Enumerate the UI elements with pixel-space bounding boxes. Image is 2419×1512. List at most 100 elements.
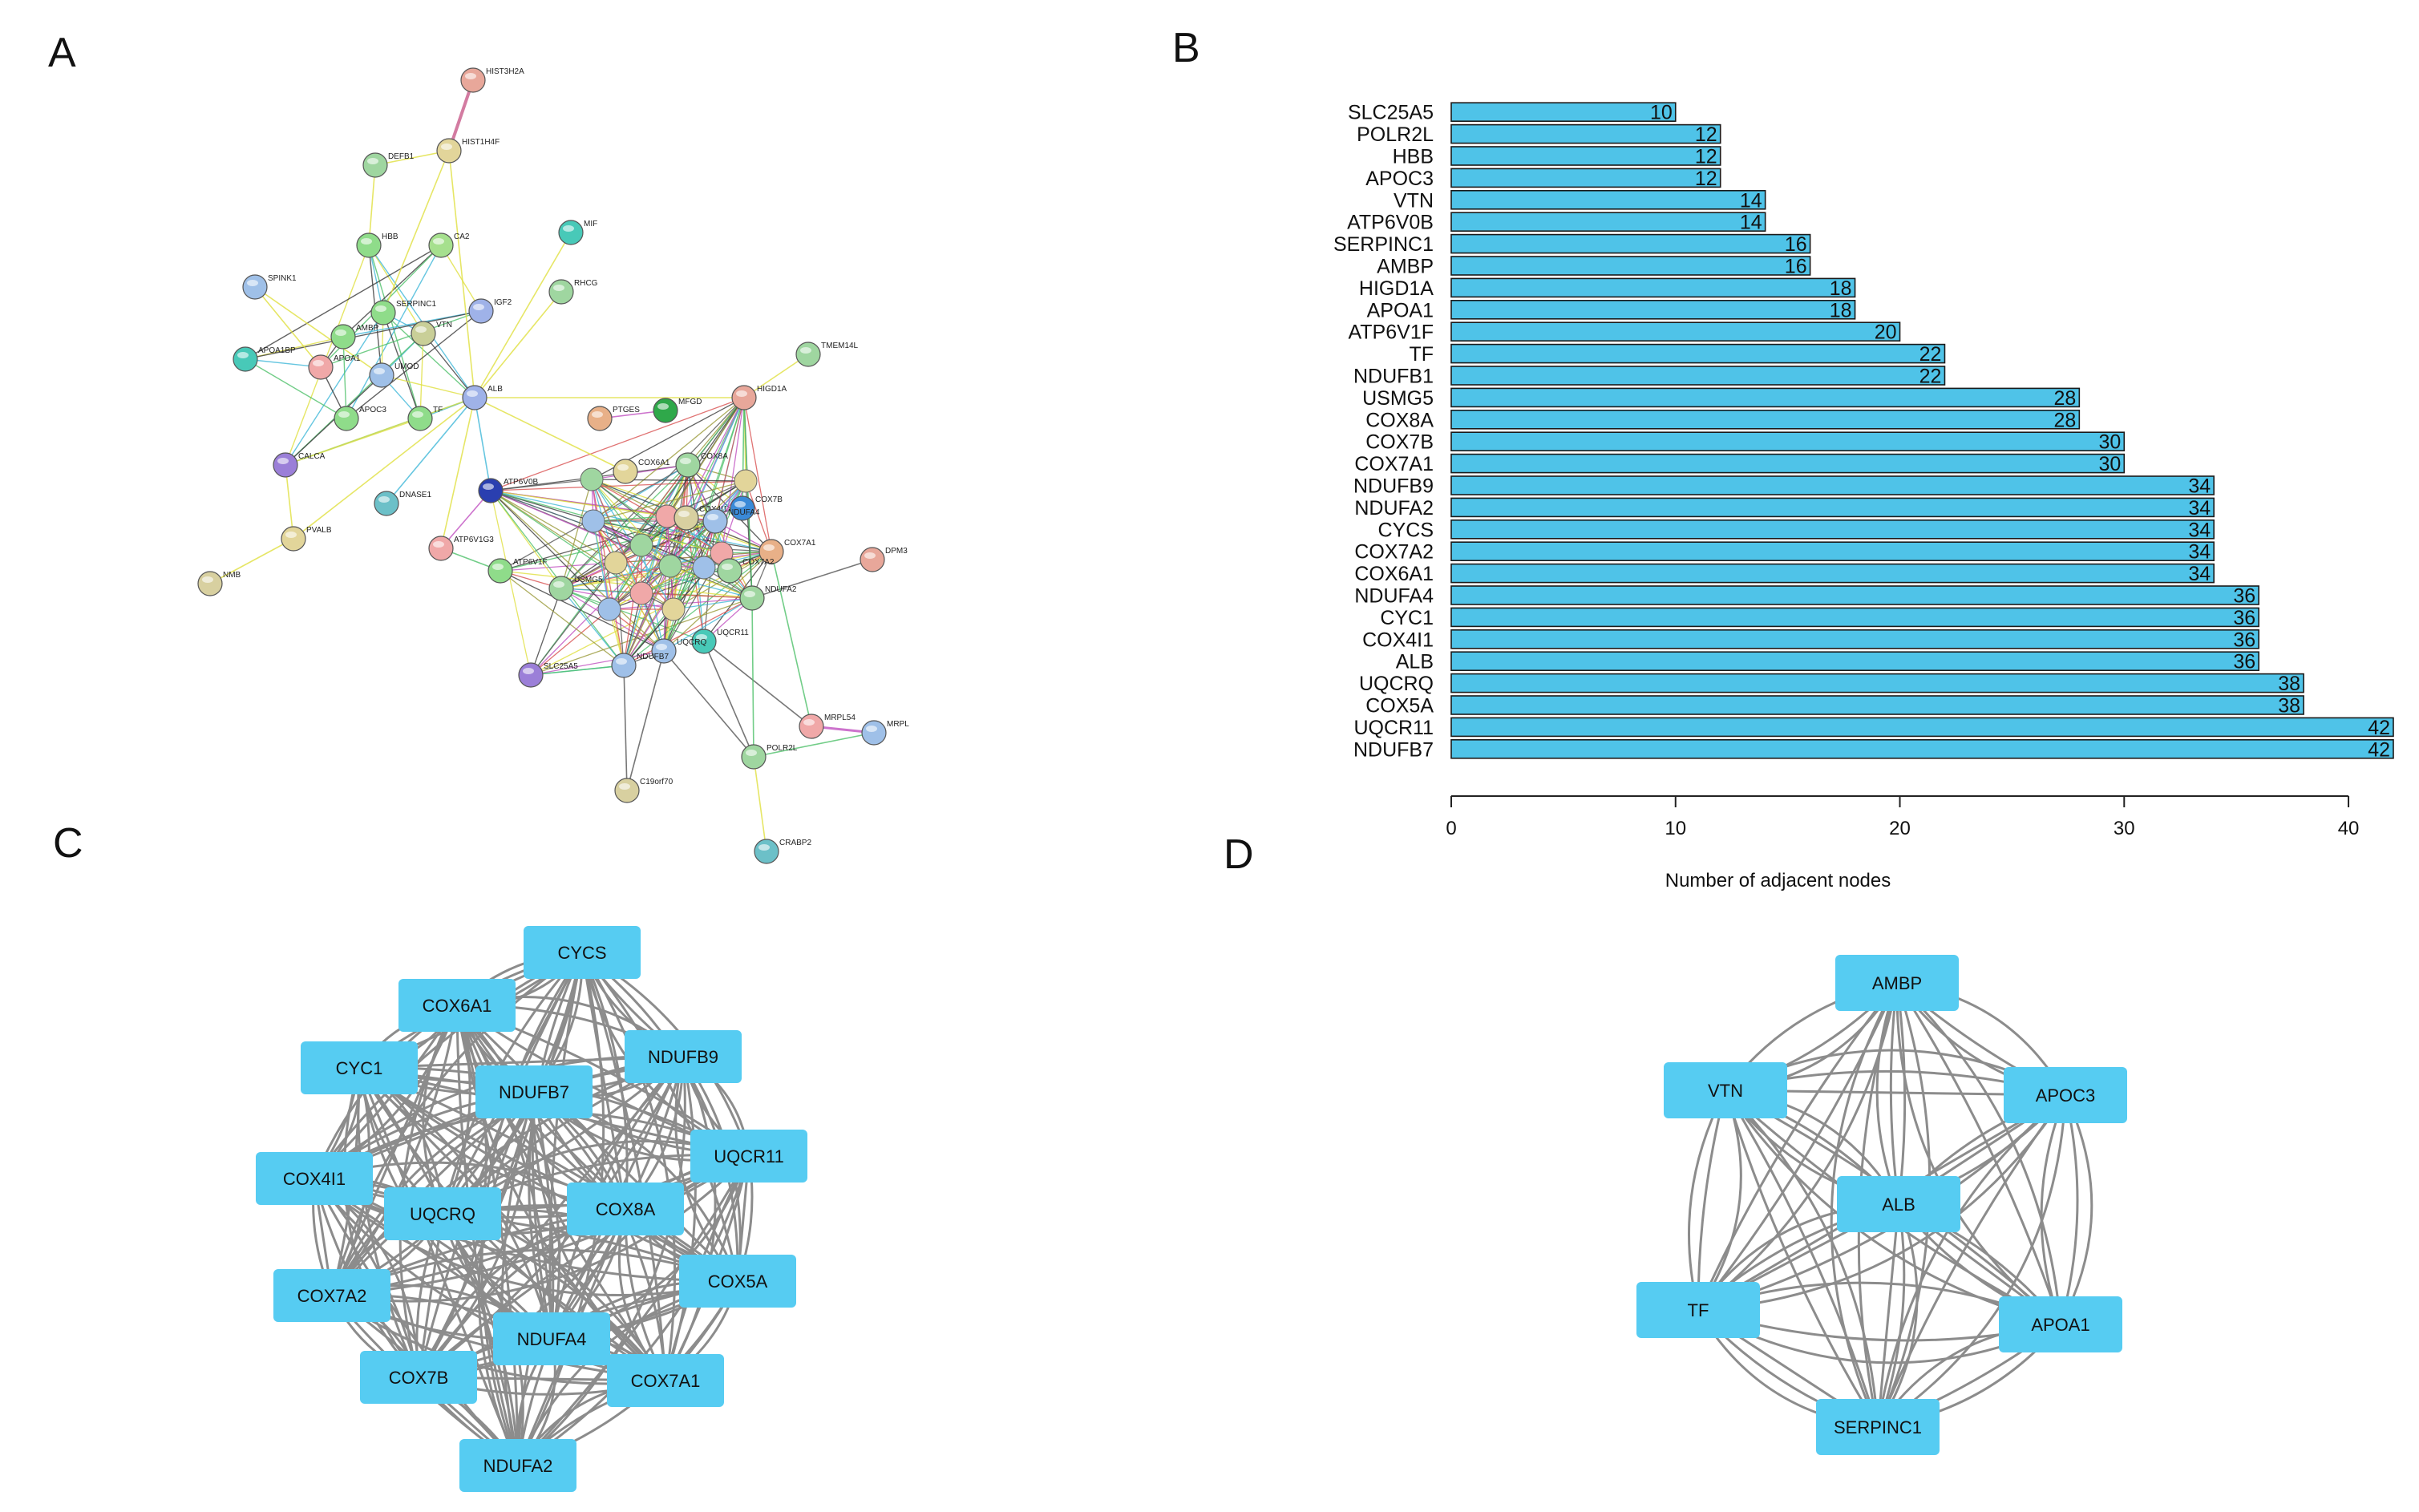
- network-edge: [1724, 1090, 1879, 1428]
- node-label-tf: TF: [1688, 1300, 1709, 1320]
- value-label-slc25a5: 10: [1650, 102, 1673, 124]
- network-node-dnase1: [374, 491, 399, 516]
- network-edge: [490, 480, 746, 491]
- node-highlight: [866, 726, 877, 732]
- network-node-hist1h4f: [436, 138, 462, 164]
- node-highlight: [864, 552, 876, 559]
- node-label-ambp: AMBP: [1872, 973, 1922, 993]
- node-box-ndufa4: [493, 1312, 610, 1365]
- value-label-cox7a1: 30: [2098, 453, 2121, 475]
- network-edge: [745, 480, 772, 552]
- node-label-apoa1bp: APOA1BP: [258, 346, 296, 355]
- network-edge: [245, 310, 482, 360]
- network-node: [658, 554, 682, 578]
- network-edge: [440, 245, 482, 312]
- network-node-umod: [369, 362, 394, 388]
- node-highlight: [744, 591, 755, 597]
- network-edge: [591, 479, 746, 482]
- network-node-nmb: [197, 571, 223, 596]
- node-highlight: [338, 411, 350, 418]
- network-edge: [417, 1091, 536, 1379]
- node-label-dnase1: DNASE1: [399, 491, 431, 499]
- network-edge: [423, 333, 475, 398]
- network-edge: [293, 397, 475, 540]
- category-label-apoc3: APOC3: [1365, 168, 1434, 190]
- node-highlight: [553, 581, 564, 588]
- network-node-cox7a2: [717, 558, 742, 584]
- network-edge: [448, 150, 475, 398]
- network-node: [629, 533, 653, 557]
- node-label-cox7b: COX7B: [755, 495, 783, 504]
- node-box-cox6a1: [398, 979, 516, 1032]
- node-highlight: [758, 844, 770, 851]
- node-highlight: [553, 285, 564, 291]
- network-node-atp6v1f: [487, 558, 513, 584]
- network-edge: [477, 1091, 536, 1466]
- bar-apoa1: [1450, 299, 1856, 320]
- category-label-cox8a: COX8A: [1365, 409, 1434, 431]
- bar-higd1a: [1450, 277, 1856, 298]
- category-label-vtn: VTN: [1394, 189, 1434, 212]
- x-tick-label-20: 20: [1889, 818, 1911, 839]
- bar-cox7b: [1450, 431, 2126, 452]
- x-tick-label-30: 30: [2114, 818, 2135, 839]
- node-label-mif: MIF: [584, 220, 597, 228]
- category-label-ambp: AMBP: [1377, 256, 1434, 278]
- node-label-tmem14l: TMEM14L: [821, 342, 859, 350]
- x-tick-label-0: 0: [1446, 818, 1456, 839]
- bar-cyc1: [1450, 607, 2259, 628]
- node-box-cox7a1: [607, 1354, 724, 1407]
- network-edge: [2040, 1094, 2067, 1325]
- bar-serpinc1: [1450, 233, 1811, 254]
- network-edge: [593, 515, 668, 522]
- value-label-ndufb7: 42: [2368, 738, 2390, 761]
- network-edge: [703, 641, 812, 727]
- bar-cox6a1: [1450, 563, 2215, 584]
- bar-tf: [1450, 343, 1946, 364]
- node-box-ndufa2: [459, 1439, 576, 1492]
- network-edge: [331, 1154, 750, 1297]
- network-edge: [591, 479, 642, 546]
- network-node-mrpl: [861, 720, 887, 746]
- value-label-hbb: 12: [1695, 146, 1717, 168]
- node-highlight: [803, 719, 815, 726]
- value-label-cox7b: 30: [2098, 431, 2121, 454]
- bar-uqcrq: [1450, 673, 2304, 693]
- network-edge: [687, 464, 772, 552]
- network-edge: [1830, 982, 1899, 1428]
- value-label-atp6v0b: 14: [1740, 212, 1762, 234]
- node-highlight: [467, 390, 478, 397]
- node-box-ambp: [1835, 955, 1959, 1011]
- node-label-cyc1: CYC1: [336, 1058, 383, 1078]
- node-box-cox7b: [360, 1351, 477, 1404]
- node-highlight: [619, 783, 630, 790]
- node-highlight: [707, 514, 718, 520]
- node-label-uqcr11: UQCR11: [717, 629, 749, 637]
- network-edge: [641, 544, 665, 652]
- network-node-cox8a: [675, 452, 701, 478]
- network-edge: [500, 570, 625, 666]
- node-label-dpm3: DPM3: [885, 547, 908, 556]
- network-node: [604, 551, 628, 575]
- value-label-polr2l: 12: [1695, 123, 1717, 146]
- network-edge: [245, 358, 347, 419]
- network-edge: [285, 397, 475, 466]
- bar-ndufa4: [1450, 585, 2259, 605]
- node-highlight: [656, 644, 667, 650]
- category-label-cox5a: COX5A: [1365, 695, 1434, 718]
- node-box-ndufb9: [625, 1030, 742, 1083]
- category-label-uqcr11: UQCR11: [1353, 717, 1434, 739]
- node-box-apoc3: [2004, 1067, 2127, 1123]
- network-node-spink1: [242, 274, 268, 300]
- network-edge: [358, 1066, 553, 1340]
- network-edge: [368, 245, 421, 419]
- network-node-ndufb7: [611, 653, 637, 678]
- node-label-higd1a: HIGD1A: [757, 385, 787, 394]
- network-edge: [1876, 1203, 1900, 1428]
- node-highlight: [592, 411, 603, 418]
- network-edge: [686, 397, 745, 519]
- degree-bar-chart: SLC25A5 10 POLR2L 12 HBB 12 APOC3 12 VTN 14 ATP6V0…: [1333, 102, 2394, 891]
- network-edge: [669, 565, 753, 599]
- network-edge: [663, 650, 754, 758]
- node-label-ndufa4: NDUFA4: [728, 508, 760, 517]
